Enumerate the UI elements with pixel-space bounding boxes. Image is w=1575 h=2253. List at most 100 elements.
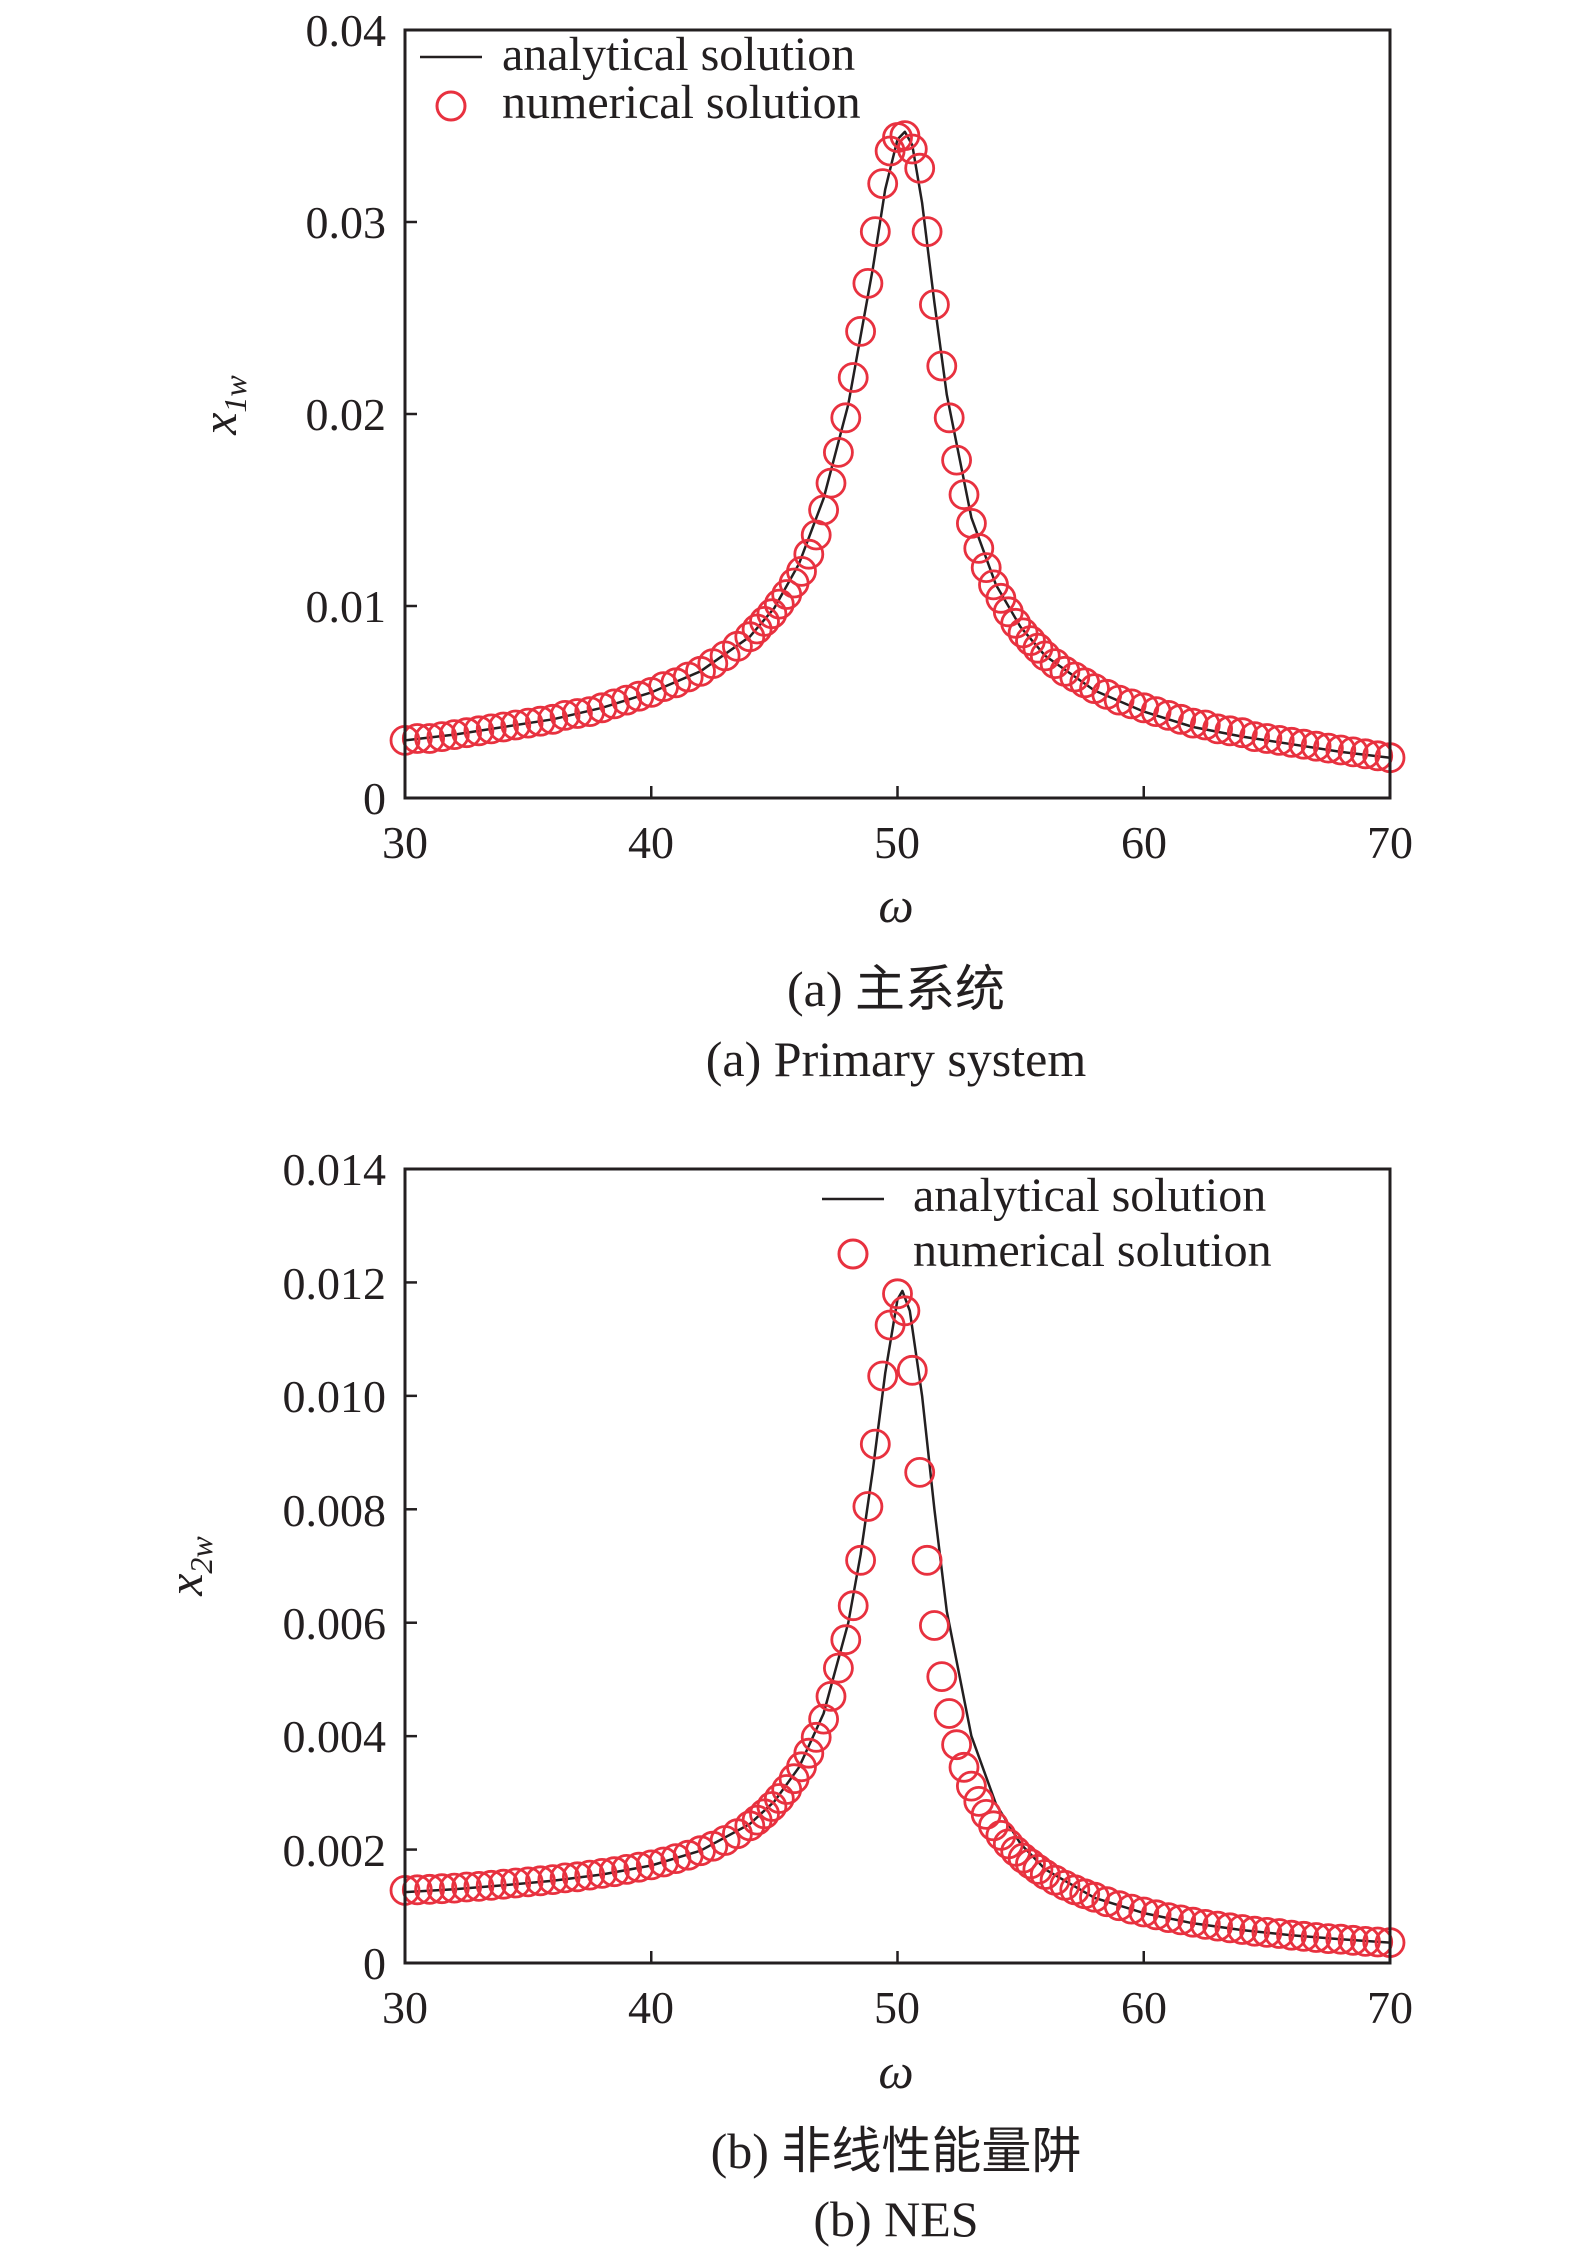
- series-b-numerical-point-93: [1325, 1923, 1357, 1955]
- series-b-numerical-point-37: [800, 1721, 832, 1753]
- series-b-numerical-point-9: [500, 1867, 532, 1899]
- xtick-label-b-2: 50: [874, 1982, 920, 2033]
- ytick-label-b-5: 0.010: [283, 1371, 387, 1422]
- series-a-numerical-point-40: [823, 436, 854, 468]
- legend-a-marker-swatch: [435, 90, 467, 122]
- series-a-numerical-point-13: [549, 700, 581, 731]
- series-b-numerical-point-38: [808, 1703, 839, 1735]
- svg-text:x2w: x2w: [157, 1536, 219, 1597]
- ytick-label-b-0: 0: [363, 1938, 386, 1989]
- series-b-numerical-point-82: [1189, 1909, 1221, 1940]
- series-a-numerical-point-90: [1288, 728, 1320, 760]
- x-axis-label-b: ω: [878, 2043, 913, 2099]
- series-b-numerical-point-76: [1116, 1893, 1147, 1925]
- series-a-numerical-point-3: [426, 721, 458, 752]
- series-b-numerical-point-20: [635, 1849, 667, 1881]
- series-b-numerical-point-56: [941, 1729, 972, 1761]
- y-axis-label-b: x2w: [157, 1536, 219, 1597]
- ytick-label-a-4: 0.04: [306, 5, 387, 56]
- legend-a-label-numerical: numerical solution: [502, 76, 861, 129]
- y-axis-label-b-base: x: [157, 1574, 213, 1597]
- plot-a-ticks: [403, 28, 1392, 800]
- ytick-label-b-3: 0.006: [283, 1598, 387, 1649]
- series-a-numerical-point-86: [1239, 721, 1270, 752]
- series-a-numerical-point-95: [1350, 738, 1381, 770]
- series-b-numerical-point-96: [1362, 1926, 1394, 1958]
- series-b-numerical-point-95: [1350, 1926, 1381, 1957]
- series-b-numerical-point-67: [1022, 1854, 1054, 1885]
- series-b-numerical-point-48: [882, 1278, 913, 1310]
- series-b-numerical-point-8: [488, 1868, 519, 1900]
- legend-b: analytical solution numerical solution: [822, 1169, 1272, 1277]
- series-b-numerical-point-15: [574, 1859, 606, 1891]
- y-axis-label-a: x1w: [191, 375, 253, 436]
- series-a-numerical-point-7: [475, 713, 507, 745]
- series-b-numerical-point-51: [904, 1457, 936, 1488]
- series-b-numerical-point-50: [896, 1354, 928, 1386]
- series-b-numerical-point-32: [763, 1783, 795, 1814]
- series-a-numerical-point-12: [537, 703, 569, 735]
- series-a-numerical-point-81: [1177, 707, 1209, 739]
- y-axis-label-a-sub: 1w: [217, 375, 253, 413]
- series-a-numerical-point-35: [786, 556, 817, 587]
- y-axis-label-a-base: x: [191, 413, 247, 436]
- series-a-numerical-point-8: [488, 711, 519, 743]
- series-a-numerical-point-5: [451, 717, 483, 749]
- plot-a-series: [389, 120, 1406, 774]
- series-b-numerical-point-3: [426, 1873, 458, 1905]
- series-b-numerical-point-54: [926, 1661, 958, 1692]
- series-b-numerical-point-40: [823, 1652, 854, 1684]
- series-a-numerical-point-9: [500, 709, 532, 741]
- series-b-numerical-point-85: [1226, 1914, 1258, 1945]
- series-a-numerical-point-46: [867, 168, 899, 200]
- series-a-numerical-point-59: [963, 533, 995, 564]
- series-b-numerical-point-12: [537, 1864, 569, 1895]
- series-a-numerical-point-50: [896, 133, 928, 165]
- series-b-numerical-point-11: [525, 1865, 556, 1897]
- series-b-numerical-point-41: [830, 1624, 862, 1656]
- series-b-numerical-point-46: [867, 1360, 899, 1392]
- series-b-numerical-point-21: [648, 1846, 679, 1878]
- series-b-numerical-point-79: [1153, 1902, 1184, 1933]
- series-a-numerical-point-42: [837, 362, 869, 393]
- series-a-numerical-point-56: [941, 444, 972, 476]
- series-a-numerical-point-43: [845, 315, 876, 347]
- legend-b-label-analytical: analytical solution: [913, 1169, 1266, 1222]
- series-a-numerical-point-85: [1226, 717, 1258, 749]
- series-b-numerical-point-44: [852, 1491, 884, 1522]
- series-b-numerical-point-53: [919, 1610, 950, 1641]
- series-a-numerical-point-93: [1325, 734, 1357, 766]
- series-b-numerical-point-17: [598, 1856, 630, 1888]
- series-b-numerical-point-43: [845, 1544, 876, 1576]
- series-a-numerical-point-52: [911, 216, 943, 248]
- series-b-numerical-point-10: [512, 1866, 544, 1898]
- series-b-numerical-point-87: [1251, 1917, 1283, 1948]
- series-b-numerical-point-45: [859, 1428, 891, 1460]
- series-b-numerical-point-91: [1300, 1922, 1332, 1953]
- xtick-label-b-3: 60: [1121, 1982, 1167, 2033]
- caption-a-english: (a) Primary system: [706, 1031, 1087, 1087]
- series-a-numerical-point-57: [948, 479, 980, 511]
- ytick-label-b-1: 0.002: [283, 1825, 387, 1876]
- ytick-label-b-4: 0.008: [283, 1485, 387, 1536]
- series-a-numerical-point-54: [926, 350, 958, 382]
- series-a-numerical-point-31: [756, 598, 788, 630]
- ytick-label-b-7: 0.014: [283, 1144, 387, 1195]
- series-b-numerical-point-13: [549, 1862, 581, 1894]
- x-axis-label-a: ω: [878, 877, 913, 933]
- series-b-numerical-point-39: [815, 1681, 847, 1712]
- series-b-numerical-point-55: [933, 1698, 965, 1729]
- series-b-numerical-point-7: [475, 1869, 507, 1901]
- series-a-numerical-point-87: [1251, 723, 1283, 754]
- ytick-label-b-2: 0.004: [283, 1711, 387, 1762]
- series-a-numerical-point-68: [1029, 640, 1061, 672]
- series-b-numerical-point-94: [1337, 1924, 1369, 1956]
- series-b-numerical-point-78: [1140, 1899, 1172, 1931]
- caption-b-english: (b) NES: [813, 2191, 978, 2247]
- series-a-numerical-point-6: [463, 715, 495, 747]
- series-a-numerical-point-91: [1300, 730, 1332, 762]
- xtick-label-a-4: 70: [1367, 817, 1413, 868]
- series-b-numerical-point-42: [837, 1590, 869, 1622]
- series-b-numerical-point-90: [1288, 1920, 1320, 1952]
- series-b-numerical-point-81: [1177, 1906, 1209, 1938]
